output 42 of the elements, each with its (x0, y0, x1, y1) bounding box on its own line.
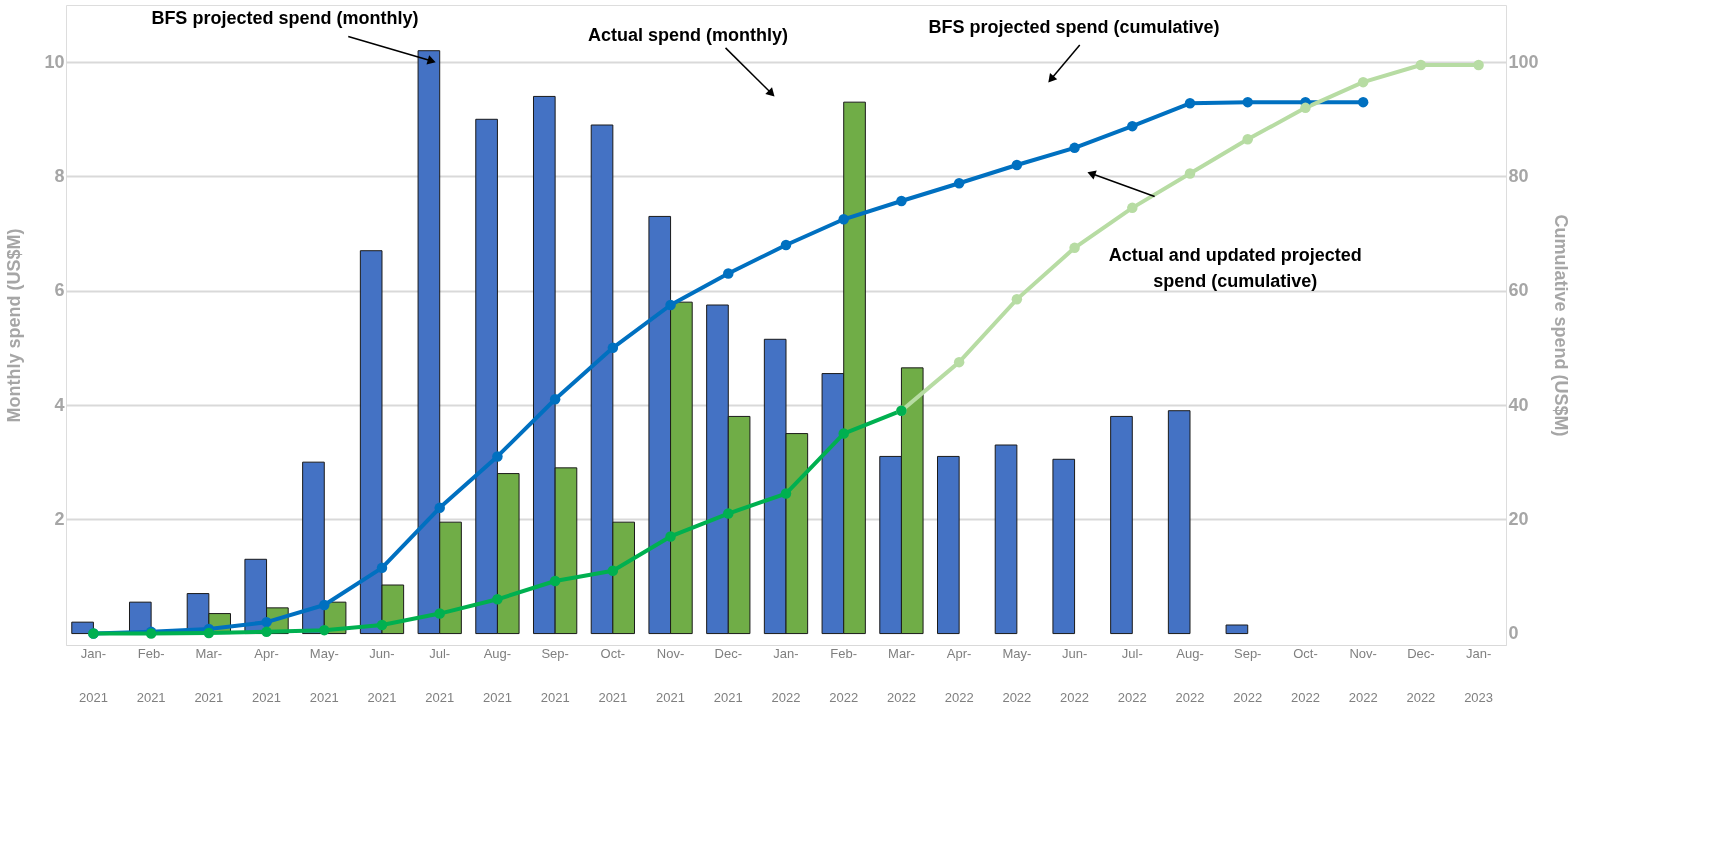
category-label: Jul-2022 (1117, 645, 1147, 705)
y-tick-label: 8 (54, 165, 65, 186)
category-label: Oct-2022 (1290, 645, 1320, 705)
category-label: Dec-2021 (713, 645, 743, 705)
y2-tick-label: 100 (1508, 51, 1539, 72)
category-label: Dec-2022 (1406, 645, 1436, 705)
category-label: Oct-2021 (598, 645, 628, 705)
category-label: Jan-2021 (78, 645, 108, 705)
category-label: Mar-2021 (194, 645, 224, 705)
category-label: Nov-2022 (1348, 645, 1378, 705)
category-label: Aug-2022 (1175, 645, 1205, 705)
y-tick-label: 6 (54, 280, 65, 301)
annotation: BFS projected spend (cumulative) (928, 16, 1220, 37)
category-label: Sep-2022 (1233, 645, 1263, 705)
category-label: Jul-2021 (425, 645, 455, 705)
category-label: Jun-2021 (367, 645, 397, 705)
y-tick-label: 10 (44, 51, 65, 72)
y-tick-label: 2 (54, 508, 65, 529)
y-tick-label: 4 (54, 394, 65, 415)
category-label: Jan-2023 (1464, 645, 1494, 705)
y2-tick-label: 0 (1508, 623, 1519, 644)
category-label: Feb-2022 (829, 645, 859, 705)
category-label: May-2022 (1002, 645, 1032, 705)
category-label: Jun-2022 (1060, 645, 1090, 705)
category-label: Apr-2021 (252, 645, 282, 705)
category-label: Sep-2021 (540, 645, 570, 705)
annotation: Actual spend (monthly) (588, 25, 789, 46)
category-label: Nov-2021 (656, 645, 686, 705)
y2-tick-label: 80 (1508, 165, 1529, 186)
category-label: May-2021 (309, 645, 339, 705)
annotation: BFS projected spend (monthly) (151, 8, 419, 29)
annotation: Actual and updated projected spend (cumulative) (1108, 245, 1362, 292)
category-label: Jan-2022 (771, 645, 801, 705)
category-label: Aug-2021 (482, 645, 512, 705)
y-axis-title: Monthly spend (US$M) (4, 228, 25, 423)
y2-tick-label: 40 (1508, 394, 1529, 415)
category-label: Apr-2022 (944, 645, 974, 705)
y2-axis-title: Cumulative spend (US$M) (1550, 214, 1571, 437)
y2-tick-label: 60 (1508, 280, 1529, 301)
y2-tick-label: 20 (1508, 508, 1529, 529)
category-label: Feb-2021 (136, 645, 166, 705)
category-label: Mar-2022 (886, 645, 916, 705)
